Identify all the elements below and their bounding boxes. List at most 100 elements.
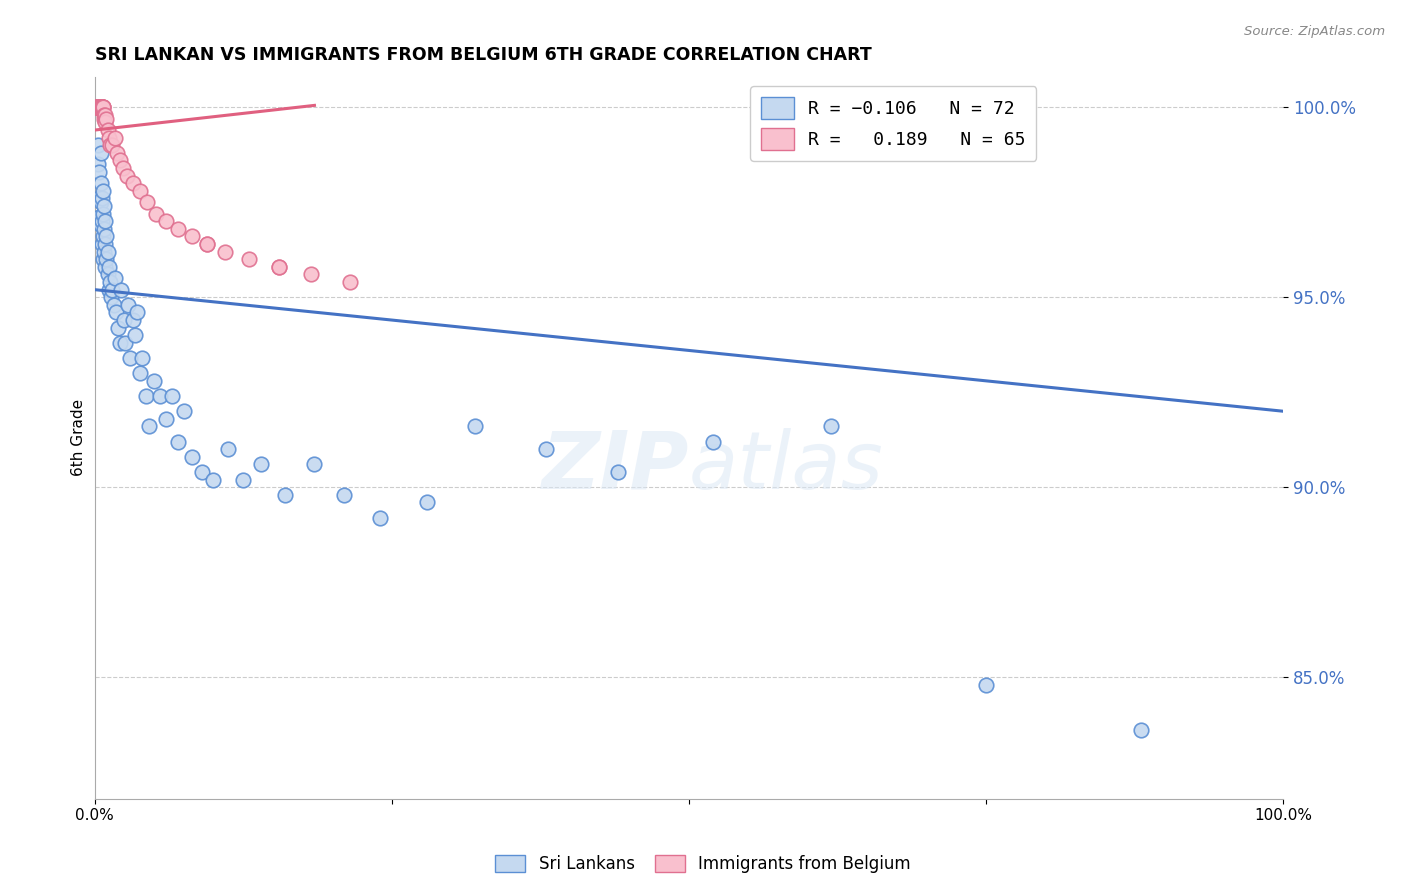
Point xyxy=(416,495,439,509)
Point xyxy=(101,138,124,153)
Point xyxy=(89,100,111,114)
Point xyxy=(181,229,204,244)
Text: Source: ZipAtlas.com: Source: ZipAtlas.com xyxy=(1244,25,1385,38)
Point xyxy=(94,237,117,252)
Point xyxy=(87,100,110,114)
Point xyxy=(86,100,108,114)
Point xyxy=(96,252,118,267)
Point xyxy=(89,100,111,114)
Point xyxy=(90,191,112,205)
Point xyxy=(121,313,143,327)
Point xyxy=(87,138,110,153)
Point xyxy=(87,100,110,114)
Point xyxy=(197,237,219,252)
Point xyxy=(155,412,177,426)
Point xyxy=(91,229,114,244)
Point xyxy=(104,271,127,285)
Point xyxy=(110,283,132,297)
Point xyxy=(166,434,188,449)
Point xyxy=(89,100,111,114)
Point xyxy=(112,161,135,175)
Point xyxy=(86,100,108,114)
Point xyxy=(94,108,117,122)
Point xyxy=(181,450,204,464)
Legend: R = −0.106   N = 72, R =   0.189   N = 65: R = −0.106 N = 72, R = 0.189 N = 65 xyxy=(751,86,1036,161)
Point xyxy=(97,283,120,297)
Point xyxy=(117,298,139,312)
Point xyxy=(103,298,125,312)
Point xyxy=(104,130,127,145)
Point xyxy=(214,244,236,259)
Point xyxy=(105,145,128,160)
Point xyxy=(160,389,183,403)
Legend: Sri Lankans, Immigrants from Belgium: Sri Lankans, Immigrants from Belgium xyxy=(489,848,917,880)
Point xyxy=(89,100,111,114)
Point xyxy=(86,100,108,114)
Point xyxy=(112,313,135,327)
Point xyxy=(91,207,114,221)
Point xyxy=(93,199,115,213)
Point xyxy=(124,328,146,343)
Point xyxy=(89,165,111,179)
Point xyxy=(114,335,136,350)
Point xyxy=(90,100,112,114)
Point xyxy=(89,218,111,232)
Point xyxy=(94,115,117,129)
Point xyxy=(87,100,110,114)
Point xyxy=(339,275,361,289)
Point xyxy=(94,260,117,274)
Point xyxy=(108,335,131,350)
Y-axis label: 6th Grade: 6th Grade xyxy=(72,400,86,476)
Point xyxy=(97,130,120,145)
Point xyxy=(128,184,150,198)
Point xyxy=(368,510,391,524)
Point xyxy=(89,100,111,114)
Point xyxy=(98,138,121,153)
Point xyxy=(197,237,219,252)
Point xyxy=(135,389,157,403)
Point xyxy=(96,112,118,126)
Point xyxy=(89,100,111,114)
Point xyxy=(86,100,108,114)
Point xyxy=(107,320,129,334)
Point xyxy=(93,222,115,236)
Point xyxy=(89,100,111,114)
Point xyxy=(127,305,149,319)
Point xyxy=(115,169,138,183)
Point xyxy=(97,244,120,259)
Point xyxy=(89,195,111,210)
Point xyxy=(93,112,115,126)
Point xyxy=(108,153,131,168)
Point xyxy=(96,229,118,244)
Point xyxy=(94,214,117,228)
Point xyxy=(138,419,160,434)
Point xyxy=(89,145,111,160)
Point xyxy=(267,260,290,274)
Point xyxy=(87,100,110,114)
Point xyxy=(90,100,112,114)
Point xyxy=(202,473,225,487)
Text: atlas: atlas xyxy=(689,427,883,506)
Point xyxy=(87,157,110,171)
Point xyxy=(89,191,111,205)
Point xyxy=(464,419,486,434)
Point xyxy=(333,488,356,502)
Point xyxy=(267,260,290,274)
Point xyxy=(89,211,111,225)
Point xyxy=(89,100,111,114)
Point xyxy=(90,100,112,114)
Point xyxy=(89,100,111,114)
Point xyxy=(173,404,195,418)
Point xyxy=(104,305,127,319)
Point xyxy=(98,275,121,289)
Point xyxy=(534,442,557,457)
Point xyxy=(238,252,260,267)
Point xyxy=(135,195,157,210)
Point xyxy=(155,214,177,228)
Point xyxy=(217,442,239,457)
Point xyxy=(89,176,111,190)
Text: ZIP: ZIP xyxy=(541,427,689,506)
Point xyxy=(606,465,628,479)
Point xyxy=(128,366,150,380)
Point xyxy=(97,260,120,274)
